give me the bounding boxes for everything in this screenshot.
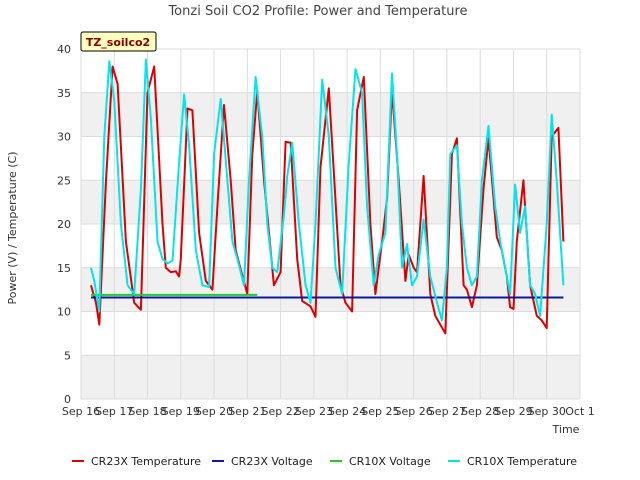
x-tick-label: Sep 24 <box>328 405 366 418</box>
x-tick-label: Sep 27 <box>428 405 466 418</box>
plot-band <box>81 355 580 399</box>
x-tick-label: Sep 23 <box>295 405 333 418</box>
y-axis-label: Power (V) / Temperature (C) <box>6 151 19 304</box>
y-tick-label: 10 <box>57 306 71 319</box>
x-tick-label: Sep 28 <box>461 405 499 418</box>
plot-band <box>81 267 580 312</box>
x-tick-label: Sep 18 <box>128 405 166 418</box>
legend-label-cr23x-temperature: CR23X Temperature <box>91 455 201 468</box>
y-tick-label: 35 <box>57 87 71 100</box>
grid-lines <box>80 48 581 400</box>
x-tick-label: Sep 25 <box>361 405 399 418</box>
legend: CR23X Temperature CR23X Voltage CR10X Volt… <box>72 455 577 468</box>
station-badge: TZ_soilco2 <box>80 31 157 52</box>
y-tick-label: 5 <box>64 349 71 362</box>
y-tick-label: 40 <box>57 43 71 56</box>
y-tick-label: 20 <box>57 218 71 231</box>
x-tick-label: Sep 17 <box>95 405 133 418</box>
station-badge-text: TZ_soilco2 <box>86 36 150 49</box>
x-tick-label: Sep 21 <box>228 405 266 418</box>
x-tick-label: Sep 29 <box>494 405 532 418</box>
x-axis-label: Time <box>552 423 580 436</box>
series-lines <box>90 58 565 335</box>
y-tick-label: 30 <box>57 131 71 144</box>
legend-label-cr10x-voltage: CR10X Voltage <box>349 455 431 468</box>
legend-label-cr10x-temperature: CR10X Temperature <box>467 455 577 468</box>
y-tick-label: 25 <box>57 174 71 187</box>
x-tick-label: Sep 20 <box>195 405 233 418</box>
series-line-cr10x-temperature <box>90 58 565 322</box>
x-tick-label: Sep 19 <box>162 405 200 418</box>
x-tick-label: Sep 26 <box>395 405 433 418</box>
series-line-cr23x-temperature <box>90 65 565 335</box>
x-tick-label: Sep 22 <box>261 405 299 418</box>
chart-title: Tonzi Soil CO2 Profile: Power and Temper… <box>167 4 467 19</box>
x-tick-label: Sep 30 <box>528 405 566 418</box>
y-tick-label: 0 <box>64 393 71 406</box>
x-tick-label: Oct 1 <box>565 405 595 418</box>
legend-label-cr23x-voltage: CR23X Voltage <box>231 455 313 468</box>
y-tick-label: 15 <box>57 262 71 275</box>
y-tick-labels: 0 5 10 15 20 25 30 35 40 <box>57 43 71 406</box>
x-tick-label: Sep 16 <box>62 405 100 418</box>
